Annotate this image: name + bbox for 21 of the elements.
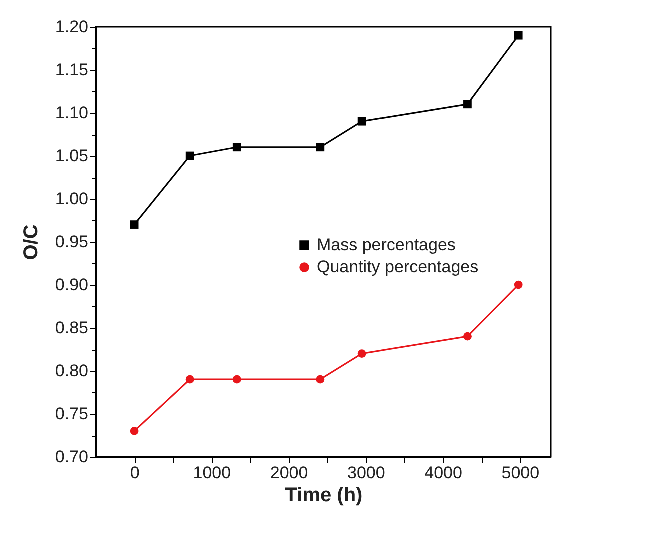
legend-label: Mass percentages [317,236,456,254]
x-tick-label: 2000 [270,464,308,482]
x-tick-label: 0 [130,464,140,482]
x-tick-label: 4000 [424,464,462,482]
y-tick-label: 0.85 [55,318,88,338]
x-axis-title: Time (h) [285,484,363,506]
y-tick-label: 1.20 [55,18,88,36]
legend-label: Quantity percentages [317,258,479,276]
x-tick-label: 5000 [502,464,540,482]
y-tick-label: 1.10 [55,104,88,122]
x-tick-label: 3000 [348,464,386,482]
y-tick-label: 0.95 [55,232,88,252]
y-tick-label: 0.70 [55,448,88,466]
y-axis-title: O/C [20,224,42,260]
y-tick-label: 0.75 [55,404,88,424]
y-tick-label: 1.05 [55,146,88,166]
x-tick-label: 1000 [193,464,232,482]
y-tick-label: 1.00 [55,190,88,208]
y-tick-label: 1.15 [55,60,88,80]
y-tick-label: 0.90 [55,276,88,294]
y-tick-label: 0.80 [55,362,88,380]
